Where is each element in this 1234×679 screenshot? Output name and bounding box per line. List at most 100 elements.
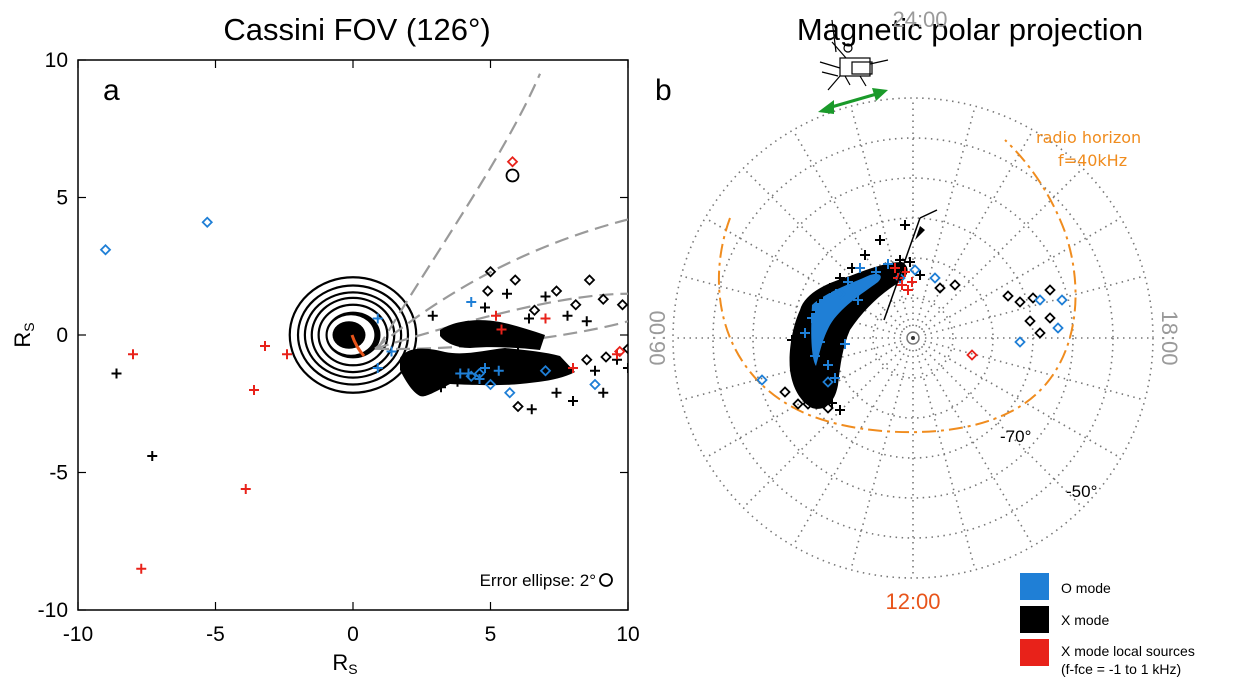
ring [310, 296, 396, 374]
marker-diamond [822, 376, 834, 388]
lt-meridian [915, 105, 976, 327]
lt-meridian [742, 345, 906, 509]
marker-plus [875, 235, 885, 245]
marker-plus [590, 365, 600, 376]
marker-plus [835, 405, 845, 415]
marker-diamond [756, 374, 768, 386]
marker-plus [807, 313, 817, 323]
lt-meridian [850, 349, 911, 571]
marker-diamond [1014, 336, 1026, 348]
legend-note: (f-fce = -1 to 1 kHz) [1061, 661, 1181, 677]
x-tick-label: 5 [485, 623, 497, 646]
lt-meridian [924, 275, 1146, 336]
lat-circle [872, 297, 954, 379]
ring [317, 303, 389, 367]
panel-a: Cassini FOV (126°) a -10 -5 0 5 10-10-50510 … [10, 12, 640, 677]
y-tick-label: -10 [38, 599, 68, 622]
marker-diamond [802, 398, 814, 410]
lt-meridian [924, 340, 1146, 401]
marker-plus [452, 376, 463, 387]
lt-meridian [920, 167, 1084, 331]
legend-label-x-mode: X mode [1061, 612, 1109, 628]
radio-horizon [717, 139, 1077, 434]
marker-plus [800, 365, 810, 375]
marker-plus [480, 363, 490, 373]
legend-label-o-mode: O mode [1061, 580, 1111, 596]
marker-diamond [1034, 294, 1046, 306]
marker-diamond [597, 293, 610, 306]
lt-meridian [850, 105, 911, 327]
marker-diamond [600, 351, 612, 363]
marker-plus [386, 346, 397, 357]
marker-plus [463, 368, 474, 379]
marker-plus [480, 302, 490, 313]
marker-diamond [792, 398, 804, 410]
marker-plus [805, 307, 815, 317]
error-circle [505, 168, 520, 183]
marker-diamond [1044, 312, 1056, 324]
orbit-arc [350, 334, 366, 357]
marker-plus [436, 382, 446, 393]
marker-diamond [779, 386, 791, 398]
marker-diamond [909, 264, 921, 276]
marker-diamond [1044, 284, 1056, 296]
marker-diamond [1014, 296, 1026, 308]
marker-plus [466, 297, 477, 307]
marker-plus [282, 349, 292, 360]
panel-a-points [99, 155, 628, 574]
lt-meridian [918, 347, 1034, 547]
marker-diamond [550, 285, 563, 297]
x-tick-label: 10 [616, 623, 639, 646]
marker-diamond [966, 349, 978, 361]
panel-b-letter: b [655, 74, 672, 107]
marker-plus [524, 313, 534, 324]
marker-diamond [934, 282, 946, 294]
y-axis-label: RS [10, 322, 37, 347]
marker-plus [907, 277, 917, 287]
marker-plus [817, 390, 827, 400]
lt-label-24: 24:00 [892, 7, 947, 32]
x-tick-label: -10 [63, 623, 93, 646]
marker-diamond [622, 342, 628, 355]
marker-plus [372, 313, 383, 324]
lat-circle [712, 137, 1114, 539]
marker-diamond [1027, 292, 1039, 304]
marker-diamond [1056, 294, 1068, 306]
lat-label-50: -50° [1066, 482, 1097, 501]
legend: O mode X mode X mode local sources (f-fc… [1020, 573, 1195, 677]
marker-plus [897, 280, 907, 290]
polar-grid [672, 97, 1154, 579]
marker-diamond [809, 392, 821, 404]
marker-diamond [613, 345, 626, 358]
marker-diamond [1052, 322, 1064, 334]
marker-diamond [484, 378, 497, 391]
marker-plus [249, 385, 259, 395]
lt-meridian [704, 217, 904, 333]
legend-swatch-x-local [1020, 639, 1049, 666]
marker-plus [474, 374, 485, 384]
marker-diamond [822, 402, 834, 414]
marker-diamond [589, 378, 601, 391]
marker-diamond [1034, 327, 1046, 339]
x-mode-cloud-shape [400, 348, 575, 397]
marker-plus [800, 328, 810, 338]
marker-plus [790, 350, 800, 360]
panel-b: Magnetic polar projection b radio horizo… [645, 7, 1195, 677]
marker-plus [855, 263, 865, 273]
o-mode-cloud-shape [811, 273, 881, 366]
ring [303, 291, 403, 379]
marker-diamond [512, 400, 524, 413]
y-tick-label: -5 [49, 462, 68, 485]
y-tick-label: 0 [56, 324, 68, 347]
marker-diamond [201, 216, 214, 229]
y-tick-label: 10 [45, 49, 68, 72]
y-tick-label: 5 [56, 187, 68, 210]
marker-plus [526, 404, 537, 415]
lt-meridian [918, 129, 1034, 329]
marker-diamond [580, 353, 593, 366]
marker-diamond [1002, 290, 1014, 302]
marker-plus [915, 270, 925, 280]
panel-a-title: Cassini FOV (126°) [223, 12, 490, 47]
panel-a-tick-labels: -10 -5 0 5 10 -10 -5 0 5 10 [38, 49, 640, 646]
lt-meridian [792, 347, 908, 547]
